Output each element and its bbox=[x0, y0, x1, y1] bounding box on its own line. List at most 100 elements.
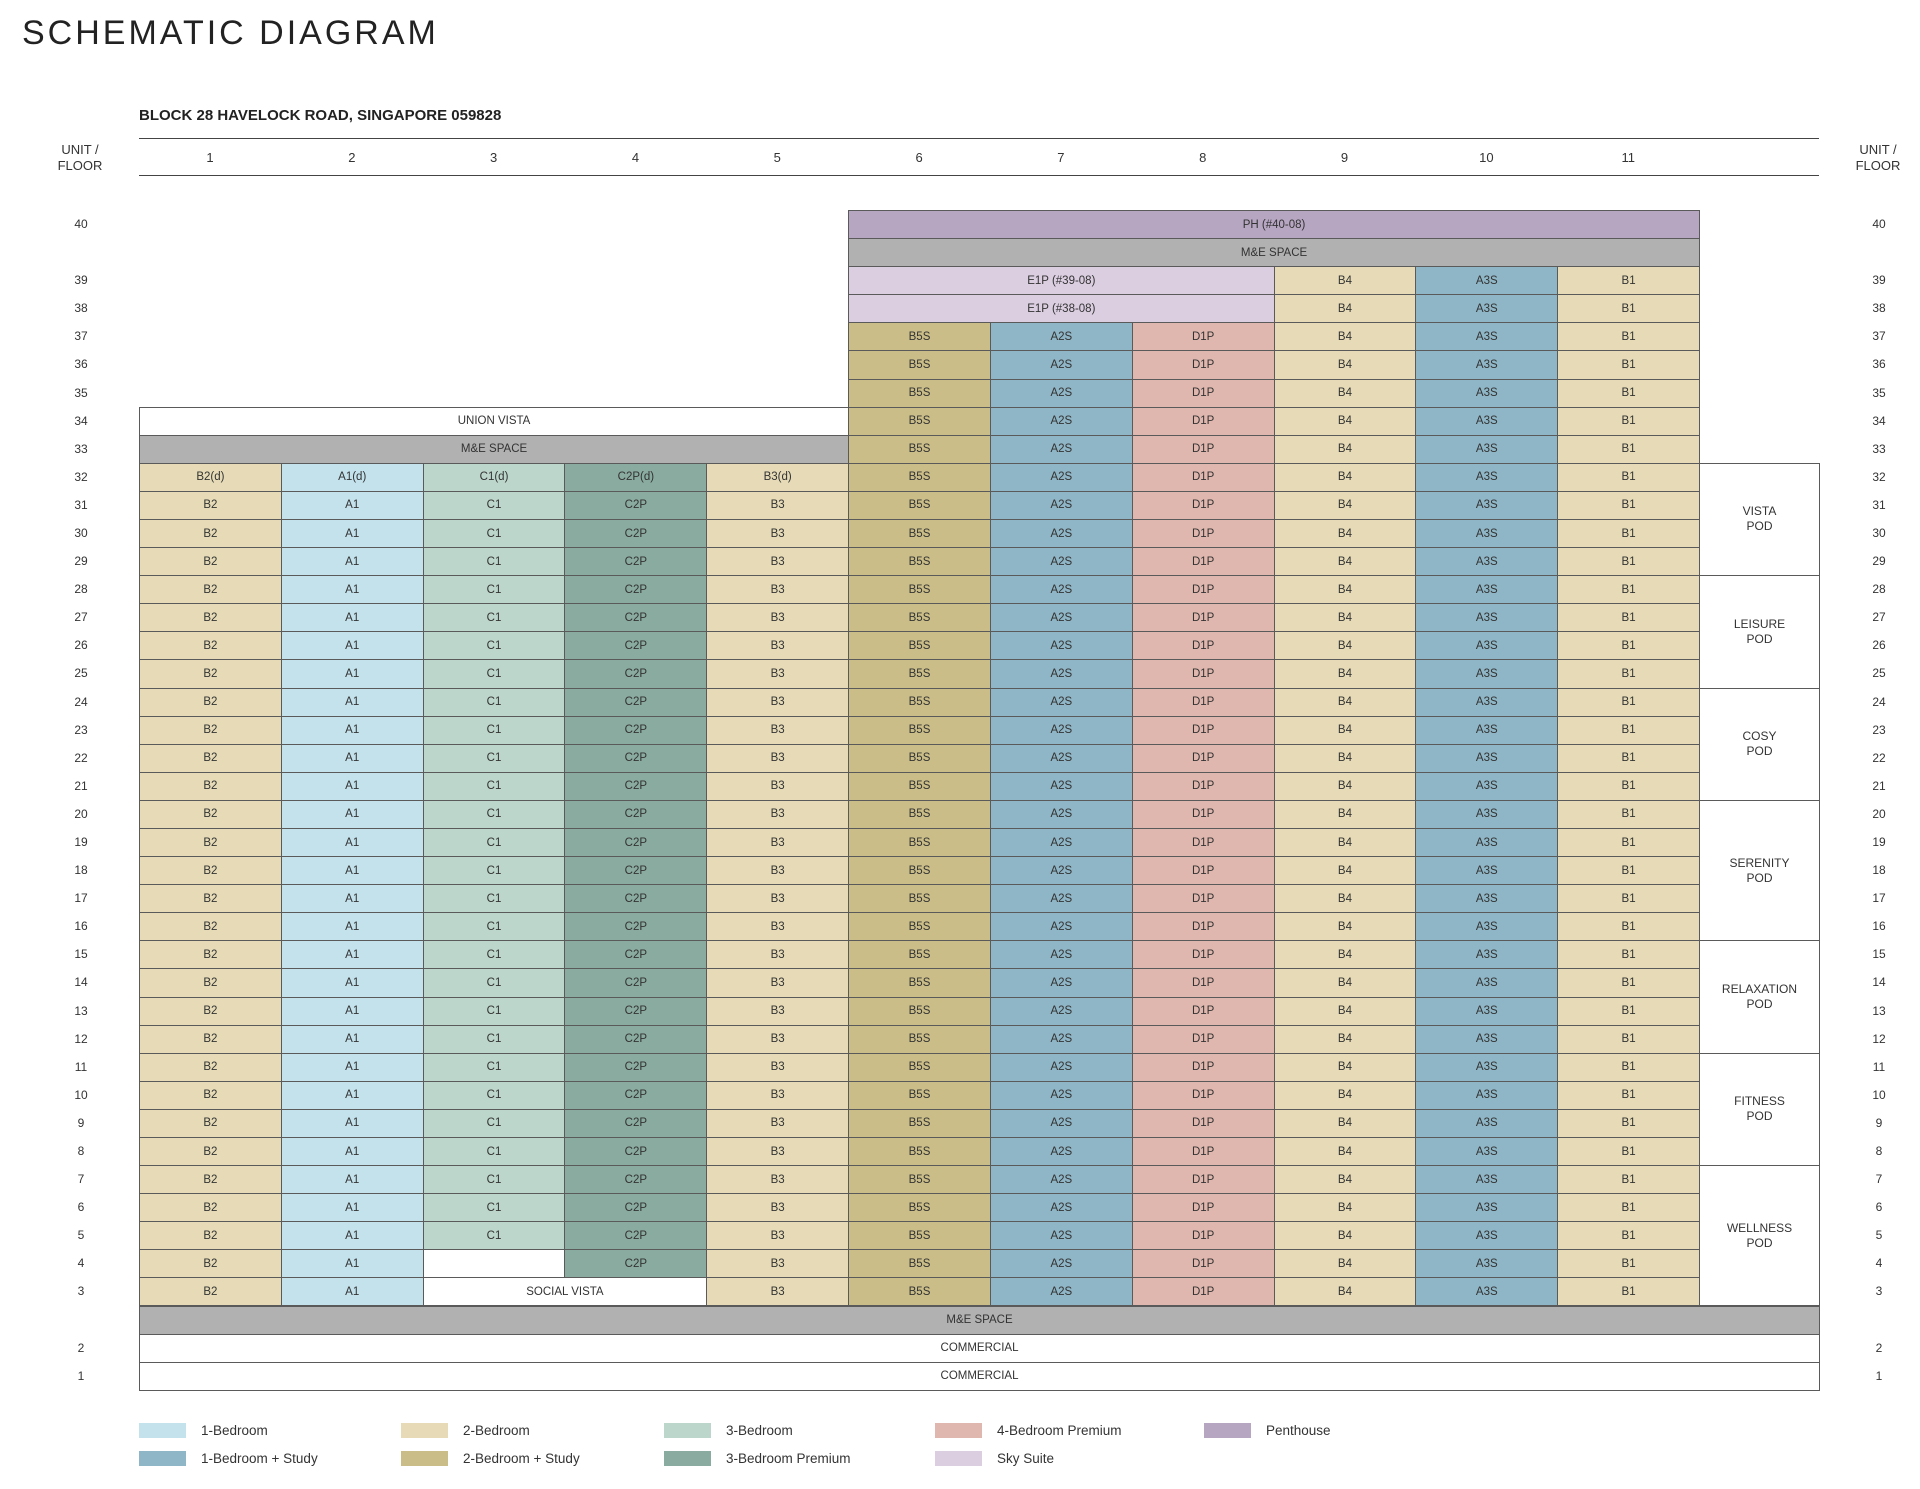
floor-label-left: 21 bbox=[74, 778, 88, 793]
unit-cell-c2p: C2P bbox=[564, 687, 708, 717]
unit-floor-label-right: UNIT / FLOOR bbox=[1855, 142, 1901, 173]
empty-cell bbox=[422, 1249, 566, 1280]
unit-cell-b1: B1 bbox=[1557, 968, 1700, 998]
unit-cell-a2s: A2S bbox=[989, 406, 1133, 436]
unit-cell-b3: B3 bbox=[706, 1136, 850, 1167]
unit-cell-d1p: D1P bbox=[1131, 856, 1275, 886]
unit-cell-b4: B4 bbox=[1273, 884, 1417, 914]
unit-cell-b3: B3 bbox=[706, 996, 850, 1026]
unit-cell-b1: B1 bbox=[1557, 659, 1700, 689]
unit-cell-a3s: A3S bbox=[1415, 547, 1559, 577]
unit-cell-c2p: C2P bbox=[564, 1165, 708, 1195]
unit-cell-c2p: C2P bbox=[564, 715, 708, 745]
floor-label-right: 12 bbox=[1872, 1031, 1886, 1046]
floor-label-left: 8 bbox=[77, 1143, 85, 1158]
legend-label: 3-Bedroom bbox=[726, 1423, 793, 1438]
unit-cell-a1: A1 bbox=[280, 1080, 424, 1110]
unit-cell-b5s: B5S bbox=[848, 322, 991, 352]
unit-cell-b2: B2 bbox=[139, 1277, 282, 1307]
unit-cell-d1p: D1P bbox=[1131, 462, 1275, 492]
unit-cell-b5s: B5S bbox=[848, 771, 991, 801]
unit-cell-c1: C1 bbox=[422, 1221, 566, 1251]
unit-cell-b1: B1 bbox=[1557, 462, 1700, 492]
unit-cell-a3s: A3S bbox=[1415, 1024, 1559, 1054]
unit-cell-b1: B1 bbox=[1557, 322, 1700, 352]
unit-cell-b3: B3 bbox=[706, 1249, 850, 1279]
floor-label-left: 19 bbox=[74, 834, 88, 849]
unit-cell-d1p: D1P bbox=[1131, 1277, 1275, 1307]
legend-swatch bbox=[935, 1423, 982, 1438]
unit-cell-a1: A1 bbox=[280, 603, 424, 633]
legend-item: 1-Bedroom bbox=[139, 1423, 268, 1438]
unit-cell-c2p: C2P bbox=[564, 1052, 708, 1082]
unit-cell-c1: C1 bbox=[422, 1024, 566, 1054]
unit-cell-a3s: A3S bbox=[1415, 406, 1559, 436]
unit-cell-c2p: C2P bbox=[564, 996, 708, 1026]
unit-cell-b1: B1 bbox=[1557, 518, 1700, 549]
header-rule-top bbox=[139, 138, 1819, 139]
legend-label: 1-Bedroom + Study bbox=[201, 1451, 318, 1466]
floor-label-right: 9 bbox=[1875, 1115, 1883, 1130]
unit-cell-b3: B3 bbox=[706, 687, 850, 717]
unit-cell-a2s: A2S bbox=[989, 462, 1133, 492]
floor-label-right: 39 bbox=[1872, 273, 1886, 288]
floor-label-left: 16 bbox=[74, 919, 88, 934]
unit-cell-d1p: D1P bbox=[1131, 1080, 1275, 1110]
unit-cell-a1: A1 bbox=[280, 1221, 424, 1251]
unit-cell-a2s: A2S bbox=[989, 603, 1133, 633]
floor-label-left: 11 bbox=[74, 1059, 88, 1074]
floor-label-left: 40 bbox=[74, 217, 88, 231]
legend-swatch bbox=[664, 1423, 711, 1438]
unit-cell-b4: B4 bbox=[1273, 434, 1417, 464]
legend-item: 2-Bedroom bbox=[401, 1423, 530, 1438]
column-header-6: 6 bbox=[915, 150, 923, 165]
unit-cell-c2p: C2P bbox=[564, 1193, 708, 1223]
unit-cell-b1: B1 bbox=[1557, 1024, 1700, 1054]
unit-cell-d1p: D1P bbox=[1131, 1024, 1275, 1054]
unit-cell-a1-d: A1(d) bbox=[280, 462, 424, 492]
floor-label-left: 30 bbox=[74, 525, 88, 540]
unit-cell-d1p: D1P bbox=[1131, 547, 1275, 577]
unit-cell-c1: C1 bbox=[422, 856, 566, 886]
unit-cell-b2: B2 bbox=[139, 856, 282, 886]
unit-cell-a2s: A2S bbox=[989, 1136, 1133, 1167]
unit-cell-a1: A1 bbox=[280, 631, 424, 661]
floor-label-left: 12 bbox=[74, 1031, 88, 1046]
unit-cell-a1: A1 bbox=[280, 1165, 424, 1195]
floor-label-left: 31 bbox=[74, 497, 88, 512]
floor-label-left: 14 bbox=[74, 975, 88, 990]
unit-cell-b3: B3 bbox=[706, 575, 850, 605]
unit-cell-c2p: C2P bbox=[564, 1108, 708, 1138]
unit-cell-b3: B3 bbox=[706, 968, 850, 998]
column-header-9: 9 bbox=[1340, 150, 1349, 165]
unit-cell-d1p: D1P bbox=[1131, 1136, 1275, 1167]
unit-cell-b3: B3 bbox=[706, 1024, 850, 1054]
unit-cell-b1: B1 bbox=[1557, 547, 1700, 577]
unit-cell-c1: C1 bbox=[422, 631, 566, 661]
unit-cell-b1: B1 bbox=[1557, 687, 1700, 717]
column-header-4: 4 bbox=[631, 150, 640, 165]
unit-cell-a3s: A3S bbox=[1415, 687, 1559, 717]
unit-cell-d1p: D1P bbox=[1131, 406, 1275, 436]
unit-cell-b5s: B5S bbox=[848, 968, 991, 998]
unit-cell-a2s: A2S bbox=[989, 322, 1133, 352]
unit-cell-b2: B2 bbox=[139, 799, 282, 829]
column-header-1: 1 bbox=[206, 150, 214, 165]
unit-cell-b5s: B5S bbox=[848, 518, 991, 549]
floor-label-left: 27 bbox=[74, 610, 88, 625]
unit-cell-d1p: D1P bbox=[1131, 715, 1275, 745]
unit-cell-c2p: C2P bbox=[564, 771, 708, 801]
unit-cell-d1p: D1P bbox=[1131, 490, 1275, 520]
unit-cell-d1p: D1P bbox=[1131, 1108, 1275, 1138]
pod-cosy: COSY POD bbox=[1699, 687, 1820, 801]
unit-cell-b5s: B5S bbox=[848, 462, 991, 492]
unit-cell-b4: B4 bbox=[1273, 1136, 1417, 1167]
unit-cell-b3: B3 bbox=[706, 490, 850, 520]
unit-cell-a3s: A3S bbox=[1415, 856, 1559, 886]
unit-cell-b5s: B5S bbox=[848, 575, 991, 605]
floor-label-left: 10 bbox=[74, 1087, 88, 1102]
floor-label-right: 2 bbox=[1875, 1340, 1883, 1355]
unit-cell-commercial: COMMERCIAL bbox=[139, 1361, 1820, 1391]
unit-cell-b4: B4 bbox=[1273, 1108, 1417, 1138]
legend-item: 4-Bedroom Premium bbox=[935, 1423, 1122, 1438]
